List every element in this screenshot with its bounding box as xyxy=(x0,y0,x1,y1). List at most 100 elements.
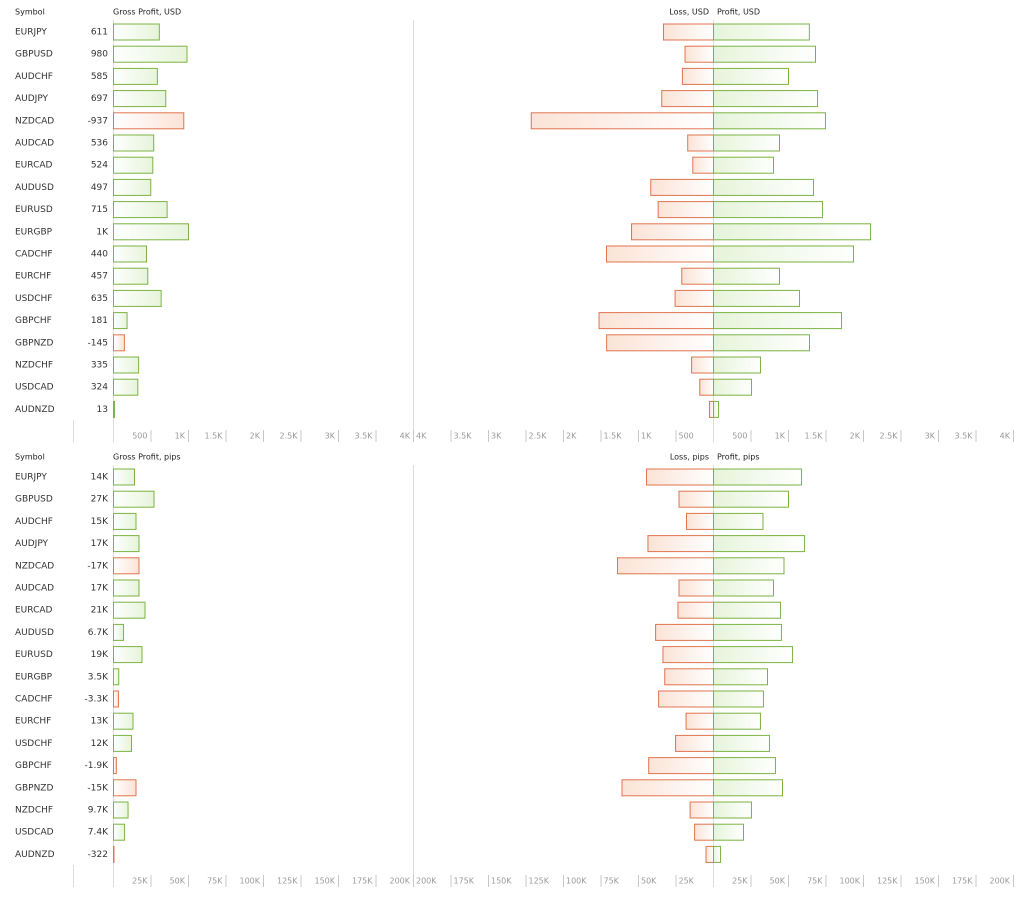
column-header: Symbol xyxy=(15,453,45,462)
profit-bar xyxy=(713,668,768,686)
x-tick-label: 500 xyxy=(732,432,747,441)
x-tick-label: 100K xyxy=(839,877,860,886)
gross-bar xyxy=(113,312,128,330)
gross-label: -937 xyxy=(88,116,108,126)
gross-label: 980 xyxy=(91,50,108,60)
gross-label: -17K xyxy=(87,561,109,571)
x-tick-label: 175K xyxy=(352,877,373,886)
gross-label: 14K xyxy=(91,473,109,483)
gross-bar xyxy=(113,45,188,63)
loss-bar xyxy=(530,112,714,130)
profit-bar xyxy=(713,356,762,374)
loss-bar xyxy=(598,312,714,330)
x-tick-label: 500 xyxy=(679,432,694,441)
symbol: AUDCHF xyxy=(15,517,53,527)
x-tick-label: 75K xyxy=(604,877,620,886)
gross-bar xyxy=(113,557,140,575)
profit-bar xyxy=(713,579,774,597)
gross-bar xyxy=(113,289,162,307)
gross-label: 497 xyxy=(91,183,108,193)
symbol: GBPCHF xyxy=(15,761,52,771)
x-tick-label: 3K xyxy=(491,432,502,441)
symbol: EURCHF xyxy=(15,272,51,282)
x-tick-label: 1K xyxy=(775,432,786,441)
loss-bar xyxy=(662,646,715,664)
gross-bar xyxy=(113,823,126,841)
profit-bar xyxy=(713,334,810,352)
loss-bar xyxy=(699,378,715,396)
profit-bar xyxy=(713,823,744,841)
gross-bar xyxy=(113,801,129,819)
profit-bar xyxy=(713,112,826,130)
x-tick-label: 125K xyxy=(529,877,550,886)
gross-label: 6.7K xyxy=(88,628,109,638)
gross-bar xyxy=(113,134,155,152)
loss-bar xyxy=(631,223,715,241)
loss-bar xyxy=(705,845,714,863)
symbol: NZDCHF xyxy=(15,806,53,816)
column-header: Loss, pips xyxy=(670,453,709,462)
profit-bar xyxy=(713,134,780,152)
gross-bar xyxy=(113,646,143,664)
profit-bar xyxy=(713,779,783,797)
profit-bar xyxy=(713,400,720,418)
symbol: NZDCAD xyxy=(15,116,54,126)
gross-label: 1K xyxy=(96,227,109,237)
symbol: GBPUSD xyxy=(15,495,53,505)
loss-bar xyxy=(662,23,714,41)
gross-label: 611 xyxy=(91,28,108,38)
column-header: Profit, pips xyxy=(717,453,760,462)
loss-bar xyxy=(621,779,714,797)
loss-bar xyxy=(605,245,714,263)
column-header: Profit, USD xyxy=(717,8,760,17)
gross-label: 21K xyxy=(91,606,109,616)
profit-bar xyxy=(713,845,722,863)
profit-bar xyxy=(713,178,814,196)
x-tick-label: 175K xyxy=(454,877,475,886)
loss-bar xyxy=(648,757,715,775)
symbol: EURCHF xyxy=(15,717,51,727)
symbol: AUDCAD xyxy=(15,139,54,149)
x-tick-label: 3.5K xyxy=(355,432,374,441)
loss-bar xyxy=(647,535,715,553)
x-tick-label: 50K xyxy=(770,877,786,886)
profit-bar xyxy=(713,312,843,330)
x-tick-label: 25K xyxy=(732,877,748,886)
profit-bar xyxy=(713,646,794,664)
profit-bar xyxy=(713,712,761,730)
profit-bar xyxy=(713,490,789,508)
gross-label: 13K xyxy=(91,717,109,727)
profit-bar xyxy=(713,557,785,575)
gross-bar xyxy=(113,245,147,263)
gross-bar xyxy=(113,579,140,597)
gross-bar xyxy=(113,535,140,553)
gross-label: -145 xyxy=(88,338,108,348)
x-tick-label: 50K xyxy=(641,877,657,886)
loss-bar xyxy=(685,712,714,730)
x-tick-label: 200K xyxy=(989,877,1010,886)
profit-bar xyxy=(713,156,774,174)
symbol: AUDUSD xyxy=(15,628,54,638)
gross-bar xyxy=(113,490,155,508)
loss-bar xyxy=(661,90,714,108)
gross-bar xyxy=(113,334,125,352)
loss-bar xyxy=(694,823,714,841)
x-tick-label: 500 xyxy=(132,432,147,441)
gross-label: -322 xyxy=(88,850,108,860)
gross-bar xyxy=(113,178,152,196)
loss-bar xyxy=(674,289,714,307)
gross-label: -3.3K xyxy=(85,695,110,705)
symbol: AUDUSD xyxy=(15,183,54,193)
gross-bar xyxy=(113,468,135,486)
x-tick-label: 50K xyxy=(170,877,186,886)
x-tick-label: 1.5K xyxy=(604,432,623,441)
x-tick-label: 3K xyxy=(925,432,936,441)
x-tick-label: 75K xyxy=(207,877,223,886)
x-tick-label: 75K xyxy=(807,877,823,886)
profit-bar xyxy=(713,245,855,263)
x-tick-label: 2.5K xyxy=(280,432,299,441)
gross-label: 13 xyxy=(97,405,108,415)
gross-label: 7.4K xyxy=(88,828,109,838)
symbol: USDCHF xyxy=(15,739,52,749)
x-tick-label: 150K xyxy=(914,877,935,886)
